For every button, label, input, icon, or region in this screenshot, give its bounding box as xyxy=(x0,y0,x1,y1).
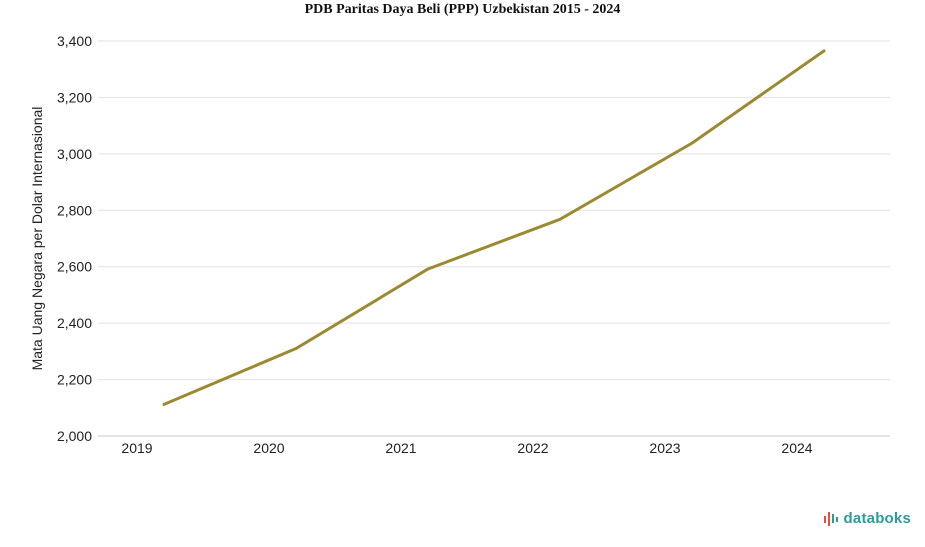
x-tick-label: 2023 xyxy=(649,440,680,456)
y-tick-label: 2,400 xyxy=(57,315,92,331)
y-tick-label: 2,200 xyxy=(57,372,92,388)
y-tick-label: 3,200 xyxy=(57,89,92,105)
y-tick-label: 3,000 xyxy=(57,146,92,162)
x-tick-label: 2022 xyxy=(517,440,548,456)
databoks-logo-icon xyxy=(823,512,838,526)
chart-title: PDB Paritas Daya Beli (PPP) Uzbekistan 2… xyxy=(304,2,621,17)
x-tick-label: 2019 xyxy=(121,440,152,456)
y-tick-label: 2,000 xyxy=(57,428,92,444)
y-tick-label: 3,400 xyxy=(57,33,92,49)
databoks-logo: databoks xyxy=(823,509,911,527)
x-tick-label: 2021 xyxy=(385,440,416,456)
series-line xyxy=(162,49,826,406)
y-tick-label: 2,800 xyxy=(57,202,92,218)
x-tick-label: 2024 xyxy=(781,440,812,456)
databoks-logo-text: databoks xyxy=(843,509,911,527)
y-axis-label: Mata Uang Negara per Dolar Internasional xyxy=(29,107,45,371)
x-tick-label: 2020 xyxy=(253,440,284,456)
y-tick-label: 2,600 xyxy=(57,259,92,275)
